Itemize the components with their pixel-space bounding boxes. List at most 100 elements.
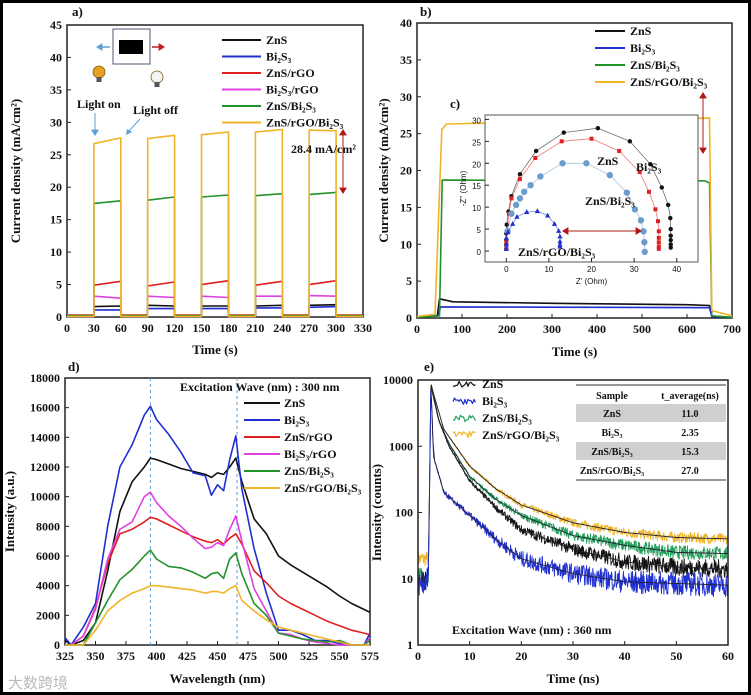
x-tick-label: 325 (56, 649, 74, 663)
data-point (556, 228, 562, 233)
x-axis-title: Time (ns) (547, 671, 600, 686)
y-tick-label: 15 (472, 182, 481, 191)
legend-swatch (452, 380, 476, 388)
x-tick-label: 500 (270, 649, 288, 663)
y-tick-label: 0 (56, 310, 62, 324)
chart-e: 0 10 20 30 40 50 60 1 10 100 1000 10000 e) Time (ns) I… (369, 359, 734, 686)
legend-swatch (452, 397, 477, 405)
arrowhead-icon (96, 43, 103, 51)
table-cell: 2.35 (681, 428, 699, 439)
series-line (416, 179, 733, 319)
data-point (508, 210, 515, 217)
x-tick-label: 0 (414, 322, 420, 336)
y-tick-label: 40 (50, 50, 62, 64)
table-header: t_average(ns) (661, 391, 719, 402)
y-axis-title: Intensity (counts) (369, 464, 384, 561)
data-point (545, 212, 551, 218)
panel-label: e) (424, 359, 434, 374)
x-axis-title: Time (s) (192, 342, 238, 357)
data-point (623, 189, 631, 196)
legend-label: ZnS (266, 33, 288, 47)
data-point (505, 229, 511, 235)
legend-swatch (452, 430, 476, 439)
panel-label: b) (420, 4, 432, 19)
legend-label: Bi₂S₃/rGO (284, 447, 337, 461)
y-tick-label: 20 (400, 164, 412, 178)
arrowhead-icon (699, 147, 707, 154)
table-cell: ZnS (603, 409, 621, 420)
annotation-delta: 28.4 mA/cm² (291, 142, 356, 156)
y-tick-label: 2000 (36, 608, 60, 622)
data-point (648, 161, 653, 167)
series-line (67, 305, 363, 317)
data-point (637, 170, 642, 175)
excitation-annotation: Excitation Wave (nm) : 300 nm (180, 380, 339, 394)
electrode-sample-icon (119, 40, 143, 54)
data-point (637, 217, 645, 224)
x-tick-label: 0 (64, 321, 70, 335)
legend-label: ZnS/Bi₂S₃ (266, 99, 316, 113)
data-point (647, 189, 652, 194)
data-point (551, 221, 558, 226)
chart-d: 325 350 375 400 425 450 475 500 525 550 575 0 2000 40… (2, 359, 379, 686)
y-tick-label: 5 (406, 274, 412, 288)
y-tick-label: 10000 (383, 373, 413, 387)
x-tick-label: 600 (678, 322, 696, 336)
x-tick-label: 30 (567, 649, 579, 663)
x-tick-label: 100 (453, 322, 471, 336)
legend-label: Bi₂S₃ (482, 394, 508, 408)
x-axis-title: Wavelength (nm) (170, 671, 266, 686)
x-tick-label: 350 (87, 649, 105, 663)
panel-label: c) (450, 96, 460, 111)
series-line (416, 117, 733, 318)
y-tick-label: 0 (477, 248, 482, 257)
x-tick-label: 700 (723, 322, 741, 336)
table-cell: 27.0 (681, 466, 699, 477)
arrowhead-icon (339, 129, 347, 136)
y-tick-label: 20 (472, 160, 481, 169)
series-line (418, 384, 728, 590)
annotation-light-on: Light on (77, 97, 121, 111)
y-tick-label: 15 (50, 213, 62, 227)
data-point (668, 226, 673, 232)
x-tick-label: 0 (504, 265, 509, 274)
y-tick-label: 25 (400, 127, 412, 141)
x-tick-label: 40 (619, 649, 631, 663)
data-point (524, 209, 530, 214)
arrowhead-icon (635, 227, 642, 235)
data-point (509, 196, 514, 201)
data-point (510, 221, 516, 226)
y-tick-label: 10000 (30, 490, 60, 504)
decay-curves (418, 384, 728, 598)
y-tick-label: 25 (50, 148, 62, 162)
arrowhead-icon (699, 92, 707, 99)
legend-label: Bi₂S₃ (630, 41, 656, 55)
y-tick-label: 10 (50, 245, 62, 259)
series-line (416, 306, 733, 319)
data-point (557, 233, 563, 239)
y-axis-title: -Z'' (Ohm) (459, 170, 468, 206)
panel-label: a) (72, 4, 83, 19)
data-point (503, 246, 509, 251)
data-point (627, 139, 633, 144)
data-point (656, 229, 661, 234)
data-point (517, 177, 522, 182)
light-bulb-on-icon-base (96, 77, 102, 82)
data-point (557, 238, 563, 244)
y-tick-label: 0 (406, 311, 412, 325)
data-point (640, 228, 647, 235)
y-tick-label: 10 (400, 237, 412, 251)
series-line (65, 549, 371, 646)
x-tick-label: 20 (587, 265, 596, 274)
x-tick-label: 30 (88, 321, 100, 335)
arrowhead-icon (126, 129, 132, 135)
x-tick-label: 240 (273, 321, 291, 335)
y-tick-label: 30 (50, 115, 62, 129)
data-point (537, 173, 544, 180)
y-tick-label: 30 (400, 90, 412, 104)
data-point (527, 182, 534, 189)
table-row-shade (576, 404, 726, 422)
y-tick-label: 5 (477, 226, 482, 235)
table-cell: 15.3 (681, 447, 699, 458)
x-tick-label: 400 (148, 649, 166, 663)
